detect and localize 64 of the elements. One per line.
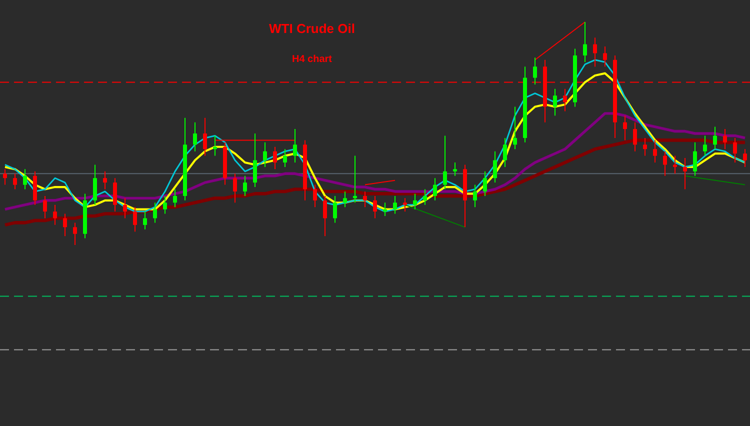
candlestick — [653, 140, 657, 163]
candlestick — [663, 150, 667, 176]
candlestick — [703, 135, 707, 156]
chart-title: WTI Crude Oil — [269, 21, 355, 36]
candlestick — [363, 190, 367, 208]
text: H4 chart — [292, 54, 333, 65]
candlestick — [153, 202, 157, 224]
candlestick — [643, 137, 647, 156]
candlestick — [23, 168, 27, 190]
candlestick — [113, 178, 117, 212]
candlestick — [13, 173, 17, 190]
candlestick — [553, 88, 557, 116]
candlestick — [203, 117, 207, 156]
candlestick — [483, 170, 487, 196]
candlestick — [723, 128, 727, 150]
candlestick — [193, 122, 197, 152]
candlestick — [293, 128, 297, 163]
candlestick — [453, 162, 457, 176]
candlestick — [243, 175, 247, 196]
candlestick — [443, 135, 447, 190]
candlestick — [603, 46, 607, 68]
candlestick — [533, 57, 537, 85]
candlestick — [53, 204, 57, 226]
candlestick — [713, 126, 717, 150]
candlestick — [413, 193, 417, 210]
candlestick — [493, 150, 497, 184]
candlestick — [263, 142, 267, 168]
candlestick — [3, 168, 7, 186]
candlestick — [103, 170, 107, 190]
candlestick — [473, 184, 477, 208]
candlestick — [563, 88, 567, 112]
candlestick — [403, 198, 407, 212]
candlestick — [133, 206, 137, 232]
candlestick — [123, 198, 127, 219]
candlestick — [423, 188, 427, 206]
candlestick — [633, 122, 637, 152]
candlestick — [313, 184, 317, 208]
candlestick — [283, 148, 287, 168]
candlestick — [173, 188, 177, 208]
candlestick — [333, 195, 337, 224]
candlestick — [93, 164, 97, 206]
candlestick — [43, 195, 47, 219]
candlestick — [143, 211, 147, 230]
candlestick — [63, 213, 67, 237]
candlestick — [323, 195, 327, 237]
candlestick — [623, 115, 627, 141]
candlestick — [673, 155, 677, 174]
candlestick — [393, 195, 397, 214]
candlestick — [253, 133, 257, 188]
candlestick — [513, 106, 517, 150]
candlestick — [73, 222, 77, 246]
candlestick — [163, 195, 167, 214]
candlestick — [503, 137, 507, 168]
candlestick — [583, 22, 587, 63]
candlestick — [743, 148, 747, 168]
candlestick — [373, 195, 377, 219]
candlestick — [733, 137, 737, 163]
candlestick — [343, 190, 347, 208]
candlestick — [233, 173, 237, 204]
candlestick — [593, 37, 597, 68]
candlestick — [683, 158, 687, 190]
candlestick — [433, 178, 437, 201]
candlestick — [693, 142, 697, 176]
candlestick — [273, 146, 277, 170]
